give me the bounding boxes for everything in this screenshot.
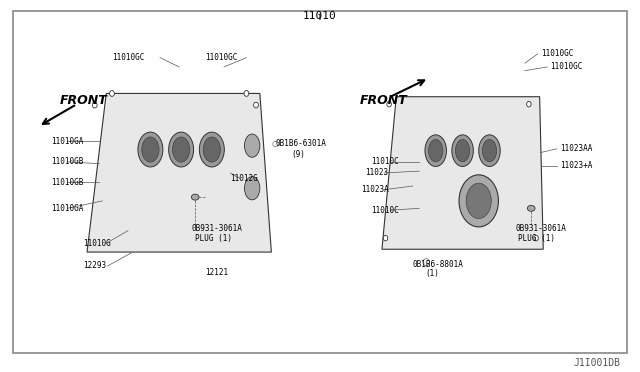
Ellipse shape <box>466 183 492 219</box>
Text: 11010GB: 11010GB <box>51 178 84 187</box>
Ellipse shape <box>142 137 159 162</box>
Ellipse shape <box>459 175 499 227</box>
Text: 11010C: 11010C <box>371 157 399 166</box>
Text: 11010GA: 11010GA <box>51 204 84 213</box>
Ellipse shape <box>92 102 97 108</box>
Text: (9): (9) <box>291 150 305 159</box>
Ellipse shape <box>244 177 260 200</box>
Text: 11010GC: 11010GC <box>205 53 237 62</box>
Ellipse shape <box>191 194 199 200</box>
Text: 11010G: 11010G <box>83 239 111 248</box>
Text: 11010GB: 11010GB <box>51 157 84 166</box>
Ellipse shape <box>527 205 535 211</box>
Ellipse shape <box>173 137 189 162</box>
Text: FRONT: FRONT <box>360 94 408 107</box>
Text: PLUG (1): PLUG (1) <box>195 234 232 243</box>
Text: 11012G: 11012G <box>230 174 258 183</box>
Ellipse shape <box>253 102 259 108</box>
Ellipse shape <box>534 235 538 241</box>
Text: ○: ○ <box>421 257 430 267</box>
Ellipse shape <box>425 135 447 167</box>
Ellipse shape <box>483 140 497 162</box>
Text: 12293: 12293 <box>83 262 106 270</box>
Text: J1I001DB: J1I001DB <box>574 358 621 368</box>
Ellipse shape <box>456 140 470 162</box>
Ellipse shape <box>169 132 194 167</box>
Text: 11010: 11010 <box>303 11 337 21</box>
Text: FRONT: FRONT <box>60 94 107 107</box>
Text: 11010GC: 11010GC <box>112 53 145 62</box>
Text: 11010GC: 11010GC <box>550 62 583 71</box>
Text: 0B931-3061A: 0B931-3061A <box>192 224 243 233</box>
Ellipse shape <box>244 90 249 96</box>
Text: 11010C: 11010C <box>371 206 399 215</box>
Ellipse shape <box>429 140 443 162</box>
Ellipse shape <box>527 101 531 107</box>
Ellipse shape <box>204 137 220 162</box>
Text: PLUG (1): PLUG (1) <box>518 234 556 243</box>
Ellipse shape <box>244 134 260 157</box>
Polygon shape <box>87 93 271 252</box>
Ellipse shape <box>479 135 500 167</box>
Text: 11010GA: 11010GA <box>51 137 84 146</box>
Ellipse shape <box>383 235 388 241</box>
Text: 12121: 12121 <box>205 268 228 277</box>
Ellipse shape <box>200 132 225 167</box>
Text: 11023AA: 11023AA <box>560 144 593 153</box>
Text: 0B1B6-6301A: 0B1B6-6301A <box>275 139 326 148</box>
Text: 0B1B6-8801A: 0B1B6-8801A <box>413 260 463 269</box>
Ellipse shape <box>387 101 392 107</box>
Text: 11023A: 11023A <box>362 185 389 194</box>
Text: 11023+A: 11023+A <box>560 161 593 170</box>
Ellipse shape <box>452 135 474 167</box>
Ellipse shape <box>138 132 163 167</box>
Polygon shape <box>382 97 543 249</box>
Text: 11010GC: 11010GC <box>541 49 573 58</box>
Text: ○: ○ <box>271 139 279 148</box>
Text: 0B931-3061A: 0B931-3061A <box>515 224 566 233</box>
Text: 11023: 11023 <box>365 169 388 177</box>
Ellipse shape <box>109 90 115 96</box>
Text: (1): (1) <box>426 269 440 278</box>
